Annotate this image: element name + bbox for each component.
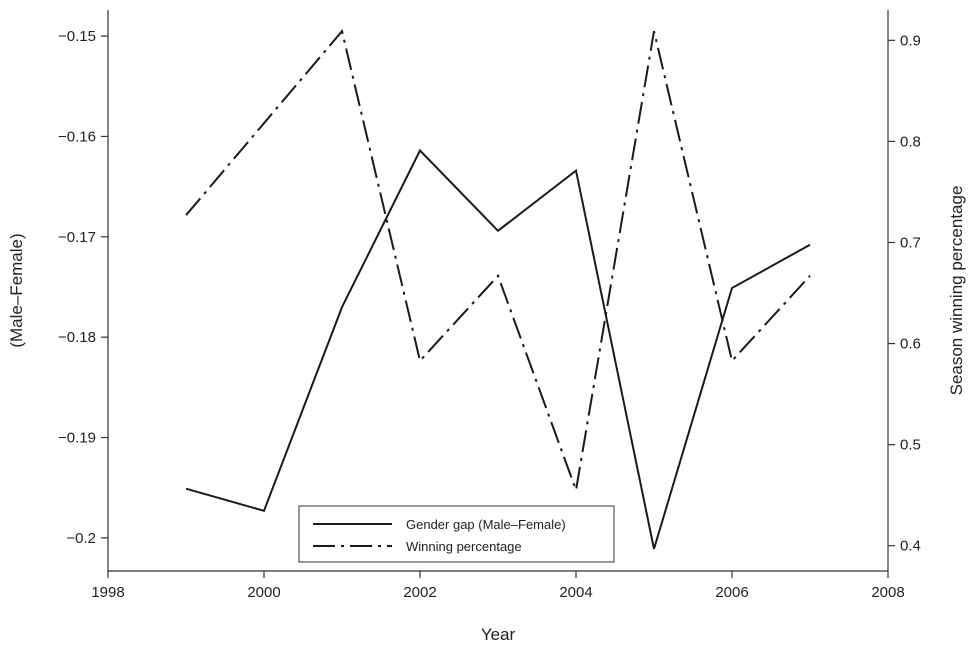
left-y-tick-label: −0.19 bbox=[58, 430, 96, 447]
right-y-tick-label: 0.5 bbox=[900, 437, 921, 454]
right-y-tick-label: 0.8 bbox=[900, 133, 921, 150]
x-tick-label: 2006 bbox=[715, 584, 748, 601]
legend-label-winning-percentage: Winning percentage bbox=[406, 539, 522, 554]
plot-frame bbox=[107, 10, 889, 572]
right-y-tick-label: 0.9 bbox=[900, 32, 921, 49]
legend: Gender gap (Male–Female) Winning percent… bbox=[298, 505, 615, 563]
x-tick-label: 1998 bbox=[91, 584, 124, 601]
x-axis: 1998 2000 2002 2004 2006 2008 bbox=[91, 571, 905, 601]
legend-box bbox=[298, 505, 615, 563]
series-line-0 bbox=[185, 148, 811, 550]
left-y-tick-label: −0.17 bbox=[58, 229, 96, 246]
right-y-tick-label: 0.7 bbox=[900, 234, 921, 251]
right-y-axis: 0.4 0.5 0.6 0.7 0.8 0.9 bbox=[888, 32, 921, 555]
right-y-tick-label: 0.4 bbox=[900, 538, 921, 555]
x-tick-label: 2008 bbox=[871, 584, 904, 601]
x-axis-title: Year bbox=[481, 625, 516, 644]
left-y-axis: −0.2 −0.19 −0.18 −0.17 −0.16 −0.15 bbox=[58, 28, 108, 547]
x-tick-label: 2004 bbox=[559, 584, 592, 601]
left-y-axis-title: (Male–Female) bbox=[7, 233, 26, 347]
x-tick-label: 2002 bbox=[403, 584, 436, 601]
right-y-tick-label: 0.6 bbox=[900, 336, 921, 353]
x-tick-label: 2000 bbox=[247, 584, 280, 601]
legend-label-gender-gap: Gender gap (Male–Female) bbox=[406, 517, 566, 532]
left-y-tick-label: −0.16 bbox=[58, 128, 96, 145]
left-y-tick-label: −0.2 bbox=[66, 530, 96, 547]
series-lines bbox=[185, 29, 811, 550]
left-y-tick-label: −0.18 bbox=[58, 329, 96, 346]
right-y-axis-title: Season winning percentage bbox=[947, 186, 966, 396]
left-y-tick-label: −0.15 bbox=[58, 28, 96, 45]
series-line-1 bbox=[185, 29, 811, 494]
